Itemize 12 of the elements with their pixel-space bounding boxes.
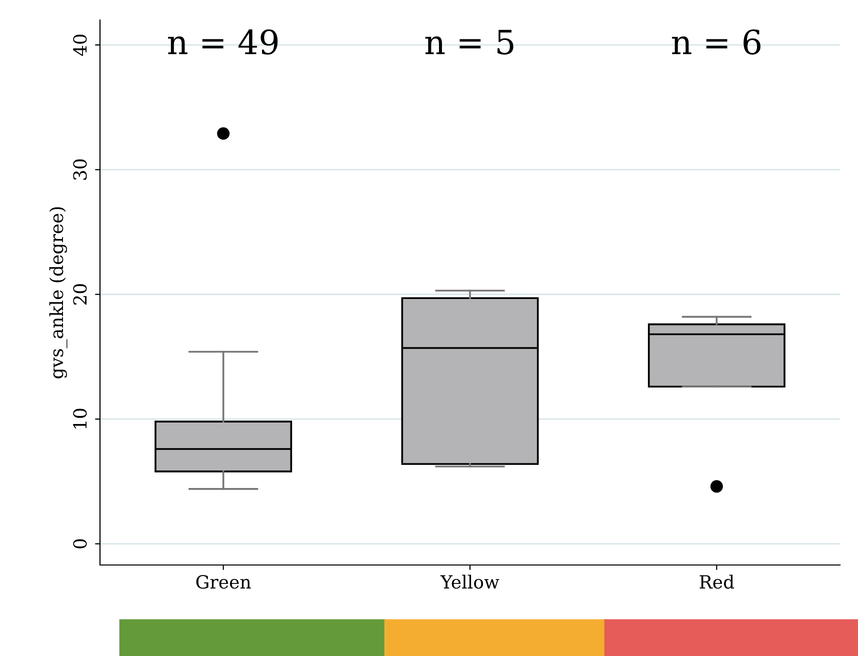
x-tick-label: Yellow	[440, 574, 500, 589]
y-tick-label: 20	[73, 284, 87, 305]
x-tick-label: Red	[700, 574, 734, 589]
annotation: n = 49	[168, 29, 278, 55]
y-tick-label: 40	[73, 34, 87, 56]
y-tick-label: 10	[73, 408, 87, 428]
annotation: n = 5	[425, 30, 514, 55]
y-tick-label: 0	[73, 539, 87, 548]
y-tick-label: 30	[73, 159, 87, 180]
annotation: n = 6	[672, 29, 760, 55]
y-axis-title: gvs_ankle (degree)	[49, 207, 68, 378]
x-tick-label: Green	[196, 575, 251, 589]
